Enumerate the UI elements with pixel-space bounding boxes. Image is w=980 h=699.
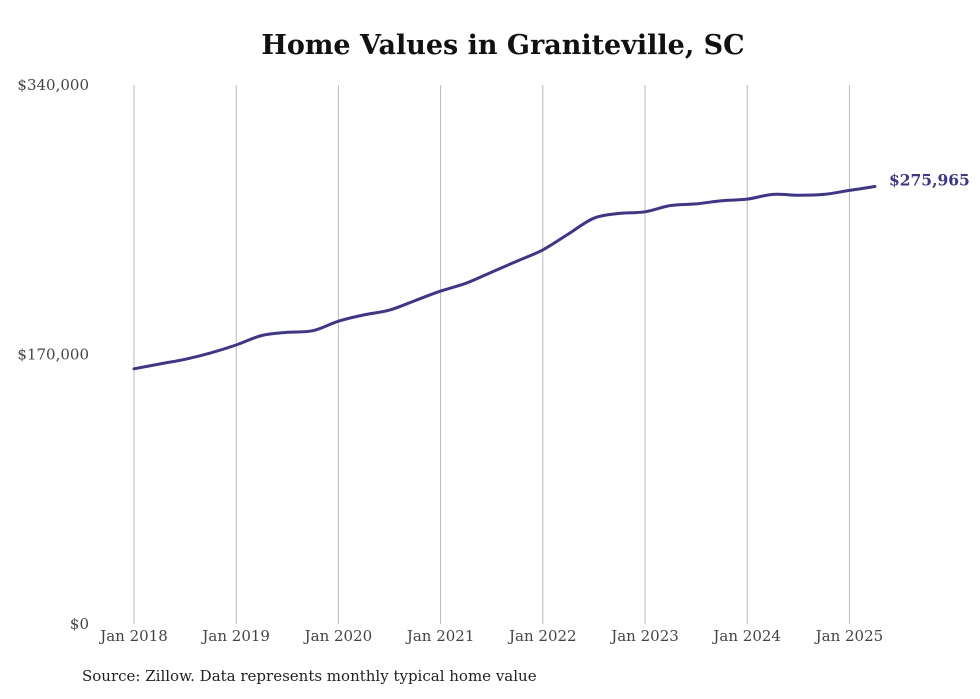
y-tick-label: $0 — [70, 615, 89, 633]
x-tick-label: Jan 2019 — [200, 627, 270, 645]
tick-labels: Jan 2018 Jan 2019 Jan 2020 Jan 2021 Jan 2022… — [17, 76, 883, 645]
x-tick-label: Jan 2023 — [609, 627, 679, 645]
x-tick-label: Jan 2020 — [303, 627, 373, 645]
x-tick-label: Jan 2021 — [405, 627, 475, 645]
source-note: Source: Zillow. Data represents monthly … — [82, 667, 537, 685]
x-tick-label: Jan 2018 — [98, 627, 168, 645]
x-tick-label: Jan 2022 — [507, 627, 577, 645]
series-layer: $275,965 — [132, 171, 970, 371]
y-tick-label: $340,000 — [17, 76, 89, 94]
x-tick-label: Jan 2024 — [711, 627, 781, 645]
y-tick-label: $170,000 — [17, 346, 89, 364]
grid-lines — [133, 85, 850, 624]
series-line — [132, 185, 877, 371]
chart-title: Home Values in Graniteville, SC — [261, 30, 745, 61]
x-tick-label: Jan 2025 — [814, 627, 884, 645]
end-value-label: $275,965 — [889, 171, 970, 190]
